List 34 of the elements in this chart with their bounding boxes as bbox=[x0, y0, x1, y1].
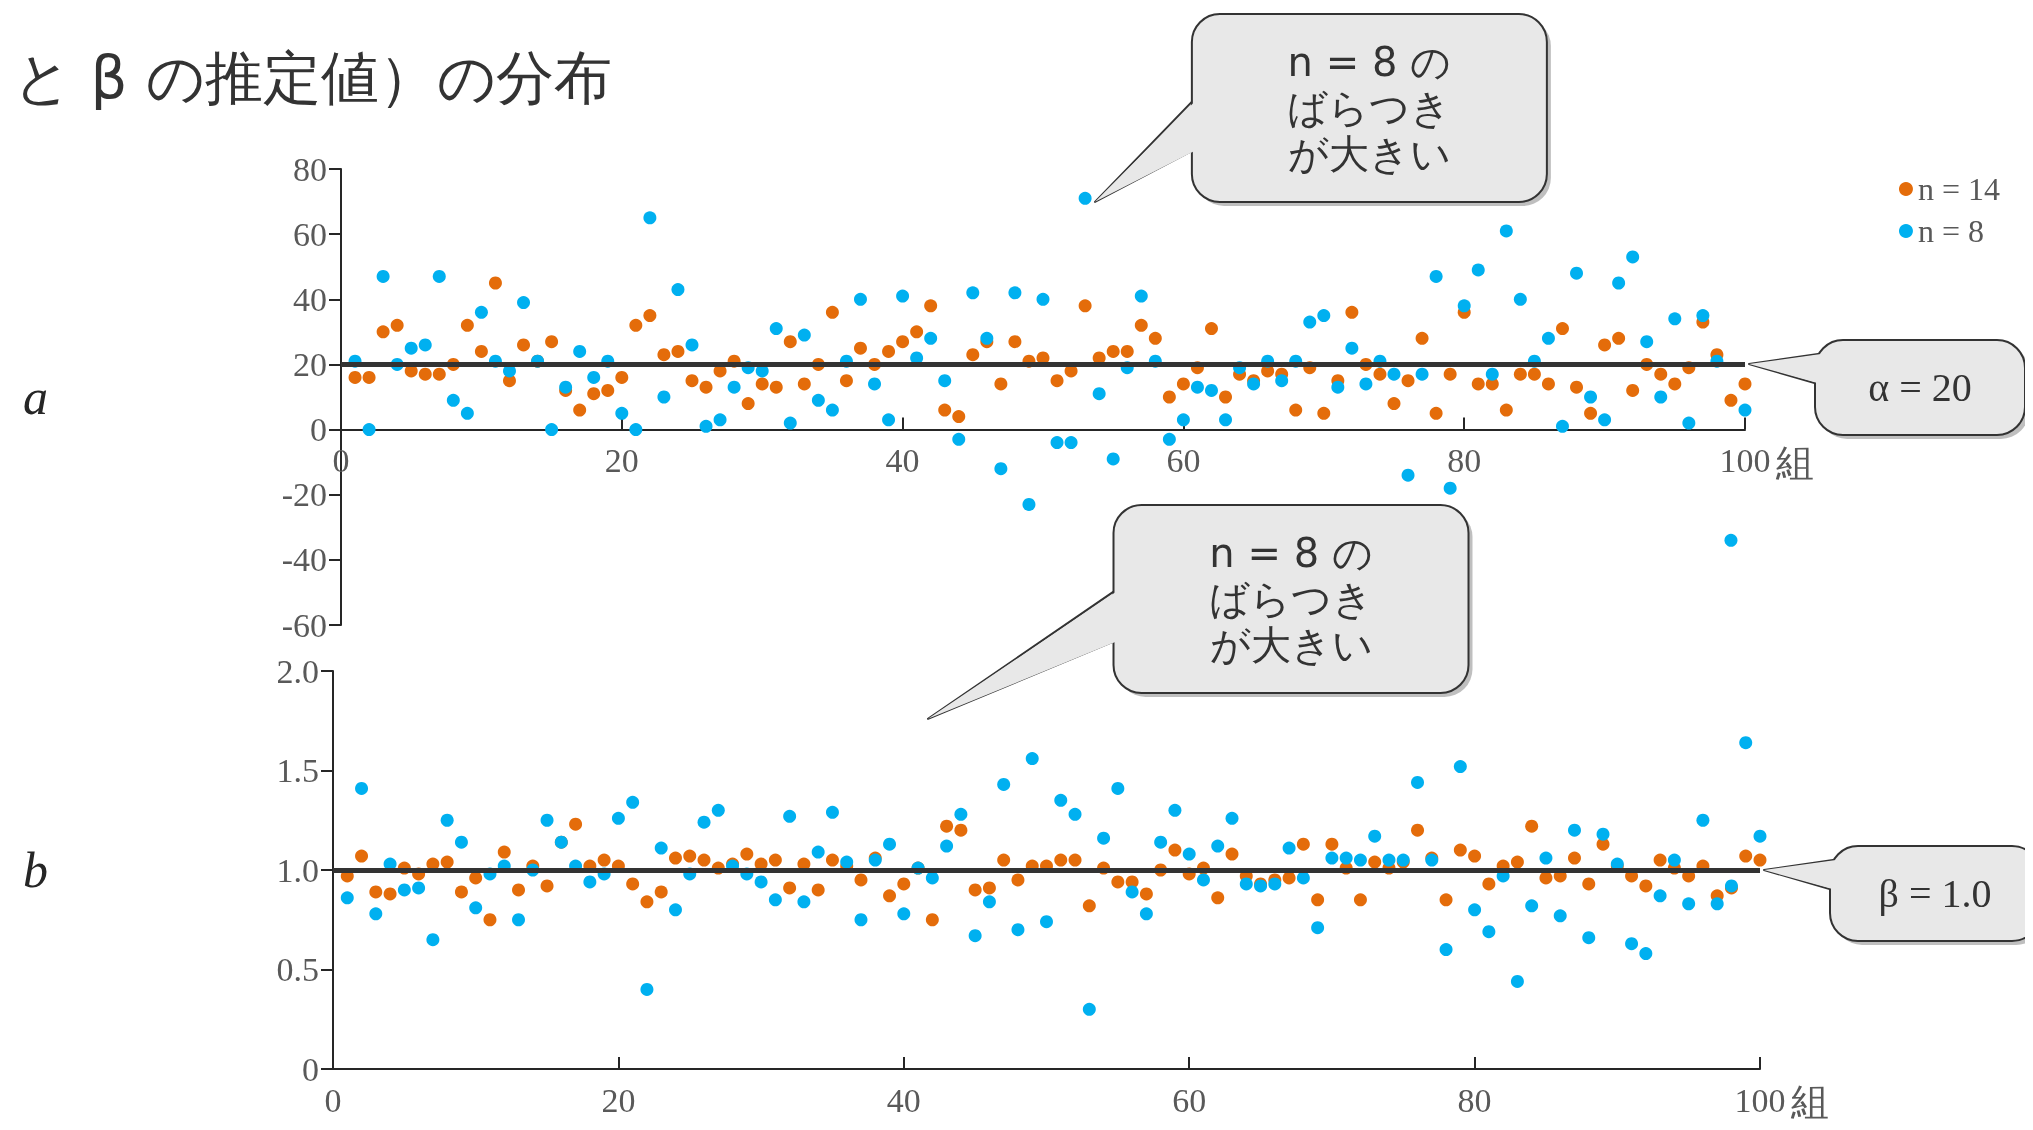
y-tick-label: 0 bbox=[310, 411, 327, 449]
y-tick-label: -40 bbox=[281, 541, 327, 579]
y-tick-label: 80 bbox=[293, 150, 327, 188]
x-tick-label: 100 bbox=[1719, 442, 1771, 480]
y-tick-label: 60 bbox=[293, 215, 327, 253]
annotation: n = 8 のばらつきが大きい bbox=[1286, 39, 1453, 177]
x-tick-label: 80 bbox=[1457, 1081, 1492, 1119]
y-axis-title: b bbox=[23, 842, 48, 898]
x-axis-title: 組 bbox=[1790, 1080, 1830, 1124]
x-tick-label: 60 bbox=[1172, 1081, 1207, 1119]
chart-title: と β の推定値）の分布 bbox=[13, 44, 612, 112]
y-tick-label: 1.5 bbox=[276, 752, 319, 789]
x-tick-label: 40 bbox=[886, 1081, 921, 1119]
x-tick-label: 20 bbox=[601, 1081, 636, 1119]
x-tick-label: 80 bbox=[1447, 442, 1482, 480]
y-tick-label: 20 bbox=[293, 345, 327, 383]
y-tick-label: 2.0 bbox=[276, 652, 319, 690]
y-tick-label: -20 bbox=[281, 476, 327, 514]
x-axis-title: 組 bbox=[1775, 440, 1815, 485]
x-tick-label: 60 bbox=[1166, 442, 1201, 480]
y-tick-label: 1.0 bbox=[276, 851, 319, 889]
annotation: n = 8 のばらつきが大きい bbox=[1208, 530, 1375, 668]
y-axis-title: a bbox=[23, 369, 48, 425]
y-tick-label: -60 bbox=[281, 606, 327, 644]
legend-label: n = 8 bbox=[1917, 213, 1984, 249]
ref-line-label: α = 20 bbox=[1868, 364, 1972, 411]
y-tick-label: 0.5 bbox=[276, 951, 319, 988]
ref-line-label: β = 1.0 bbox=[1878, 870, 1992, 917]
y-tick-label: 0 bbox=[302, 1050, 319, 1088]
x-tick-label: 20 bbox=[604, 442, 639, 480]
x-tick-label: 40 bbox=[885, 442, 920, 480]
legend-label: n = 14 bbox=[1917, 171, 2000, 207]
x-tick-label: 100 bbox=[1734, 1081, 1786, 1119]
y-tick-label: 40 bbox=[293, 280, 327, 318]
